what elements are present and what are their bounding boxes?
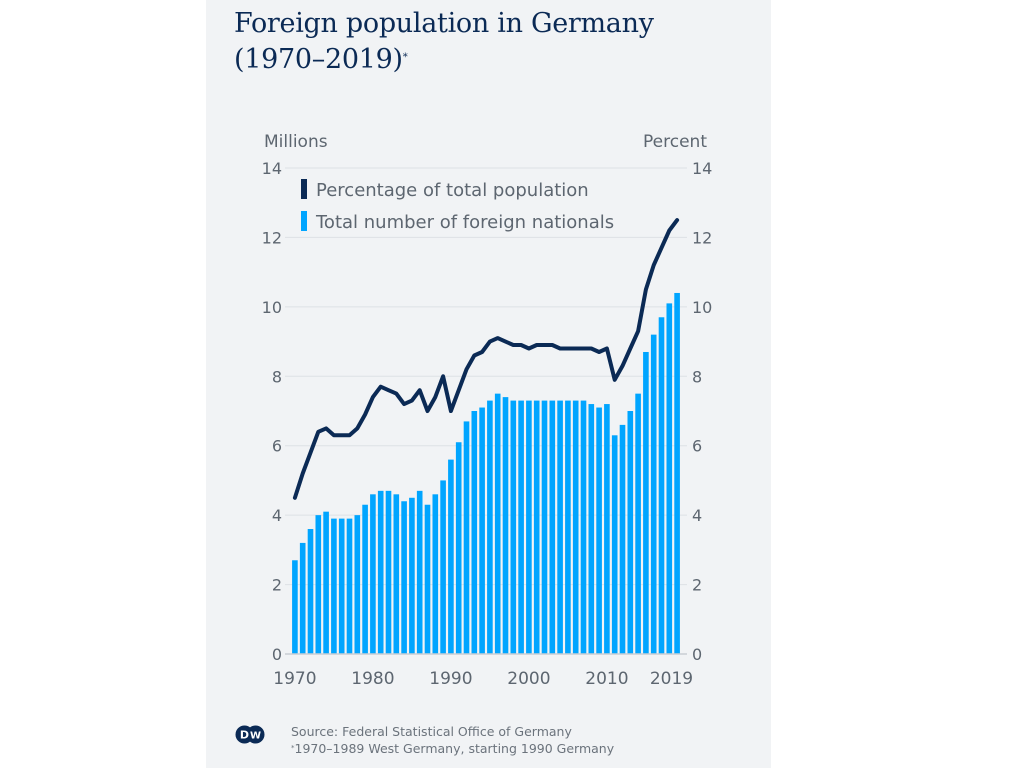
bar (416, 490, 423, 654)
left-tick-label: 6 (272, 437, 282, 456)
legend-label: Total number of foreign nationals (315, 212, 614, 233)
bar (432, 494, 439, 654)
bar (588, 404, 595, 654)
bar (409, 497, 415, 654)
left-tick-label: 8 (272, 367, 282, 386)
bar (674, 292, 680, 654)
left-axis-title: Millions (264, 132, 328, 152)
footer-notes: Source: Federal Statistical Office of Ge… (291, 723, 614, 757)
legend: Percentage of total population Total numb… (301, 179, 614, 233)
bar (580, 400, 587, 654)
title-line-1: Foreign population in Germany (234, 8, 654, 39)
left-tick-label: 4 (272, 506, 282, 525)
bar (635, 393, 641, 654)
percentage-line (292, 218, 680, 500)
x-tick-label: 1970 (273, 669, 316, 689)
chart-title: Foreign population in Germany (1970–2019… (234, 6, 754, 78)
bar (448, 459, 454, 654)
title-footnote-marker: * (402, 52, 408, 63)
bar (541, 400, 548, 654)
bar (479, 407, 485, 654)
bar (650, 334, 657, 654)
bar (385, 490, 392, 654)
bar (526, 400, 532, 654)
bar (440, 480, 446, 654)
bar (299, 542, 306, 654)
svg-text:W: W (250, 731, 261, 742)
bar-series (292, 292, 680, 654)
bar (338, 518, 345, 654)
left-axis-ticks: 0 2 4 6 8 10 12 14 (262, 159, 282, 664)
bar (362, 504, 368, 654)
right-tick-label: 12 (692, 228, 712, 247)
x-tick-label: 2010 (585, 669, 628, 689)
bar (596, 407, 602, 654)
bar (354, 515, 361, 654)
right-axis-ticks: 0 2 4 6 8 10 12 14 (692, 159, 712, 664)
legend-label: Percentage of total population (316, 180, 589, 201)
bar (463, 421, 470, 654)
bar (518, 400, 524, 654)
right-tick-label: 4 (692, 506, 702, 525)
bar (604, 404, 610, 654)
bar (377, 490, 384, 654)
right-tick-label: 8 (692, 367, 702, 386)
bar (533, 400, 540, 654)
bar (487, 400, 493, 654)
bar (315, 515, 322, 654)
title-line-2: (1970–2019)* (234, 44, 408, 75)
x-tick-label: 1990 (429, 669, 472, 689)
bar (557, 400, 563, 654)
dw-logo: D W (235, 725, 265, 744)
bar (424, 504, 431, 654)
left-tick-label: 2 (272, 576, 282, 595)
footnote: *1970–1989 West Germany, starting 1990 G… (291, 741, 615, 756)
right-tick-label: 14 (692, 159, 712, 178)
bar (666, 303, 673, 654)
bar (455, 442, 462, 654)
source-note: Source: Federal Statistical Office of Ge… (291, 724, 572, 739)
gridlines (285, 167, 687, 655)
bar (502, 397, 509, 654)
bar (565, 400, 571, 654)
left-tick-label: 12 (262, 228, 282, 247)
bar (393, 494, 400, 654)
svg-text:D: D (240, 729, 249, 742)
bar (658, 317, 665, 654)
x-tick-label: 2019 (650, 669, 693, 689)
bar (627, 411, 634, 654)
left-tick-label: 14 (262, 159, 282, 178)
right-axis-title: Percent (643, 132, 707, 152)
legend-swatch (301, 179, 307, 199)
right-tick-label: 0 (692, 645, 702, 664)
bar (619, 424, 626, 654)
bar (611, 435, 618, 654)
x-axis-ticks: 1970 1980 1990 2000 2010 2019 (273, 669, 693, 689)
bar (307, 529, 314, 654)
bar (643, 351, 649, 654)
chart-plot: 0 2 4 6 8 10 12 14 0 2 4 6 8 10 12 14 1970 1980 1990 2000… (262, 159, 713, 689)
bar (549, 400, 556, 654)
legend-swatch (301, 211, 307, 231)
bar (471, 411, 478, 654)
bar (370, 494, 376, 654)
right-tick-label: 10 (692, 298, 712, 317)
bar (292, 560, 298, 654)
left-tick-label: 10 (262, 298, 282, 317)
right-tick-label: 6 (692, 437, 702, 456)
bar (323, 511, 329, 654)
bar (331, 518, 337, 654)
right-tick-label: 2 (692, 576, 702, 595)
bar (510, 400, 517, 654)
left-tick-label: 0 (272, 645, 282, 664)
x-tick-label: 1980 (351, 669, 394, 689)
x-tick-label: 2000 (507, 669, 550, 689)
bar (494, 393, 501, 654)
bar (572, 400, 579, 654)
bar (401, 501, 407, 654)
chart-card: Foreign population in Germany (1970–2019… (206, 0, 771, 768)
bar (346, 518, 353, 654)
